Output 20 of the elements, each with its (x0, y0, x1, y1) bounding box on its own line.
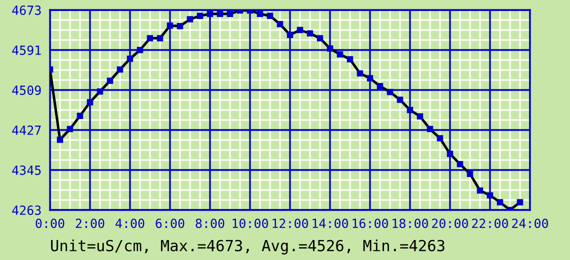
x-tick-label: 18:00 (392, 218, 428, 228)
y-tick-label: 4345 (12, 166, 41, 175)
y-tick-label: 4591 (12, 46, 41, 55)
x-tick-label: 12:00 (272, 218, 308, 228)
y-tick-label: 4673 (12, 6, 41, 15)
x-tick-label: 24:00 (512, 218, 548, 228)
x-tick-label: 0:00 (36, 218, 64, 228)
y-tick-label: 4427 (12, 126, 41, 135)
x-tick-label: 10:00 (232, 218, 268, 228)
x-tick-label: 4:00 (116, 218, 144, 228)
x-tick-label: 14:00 (312, 218, 348, 228)
x-tick-label: 16:00 (352, 218, 388, 228)
y-tick-label: 4509 (12, 86, 41, 95)
x-tick-label: 8:00 (196, 218, 224, 228)
x-tick-label: 6:00 (156, 218, 184, 228)
x-tick-label: 20:00 (432, 218, 468, 228)
y-tick-label: 4263 (12, 206, 41, 215)
x-tick-label: 22:00 (472, 218, 508, 228)
text: Unit=uS/cm, Max.=4673, Avg.=4526, Min.=4263 (51, 240, 444, 254)
x-tick-label: 2:00 (76, 218, 104, 228)
